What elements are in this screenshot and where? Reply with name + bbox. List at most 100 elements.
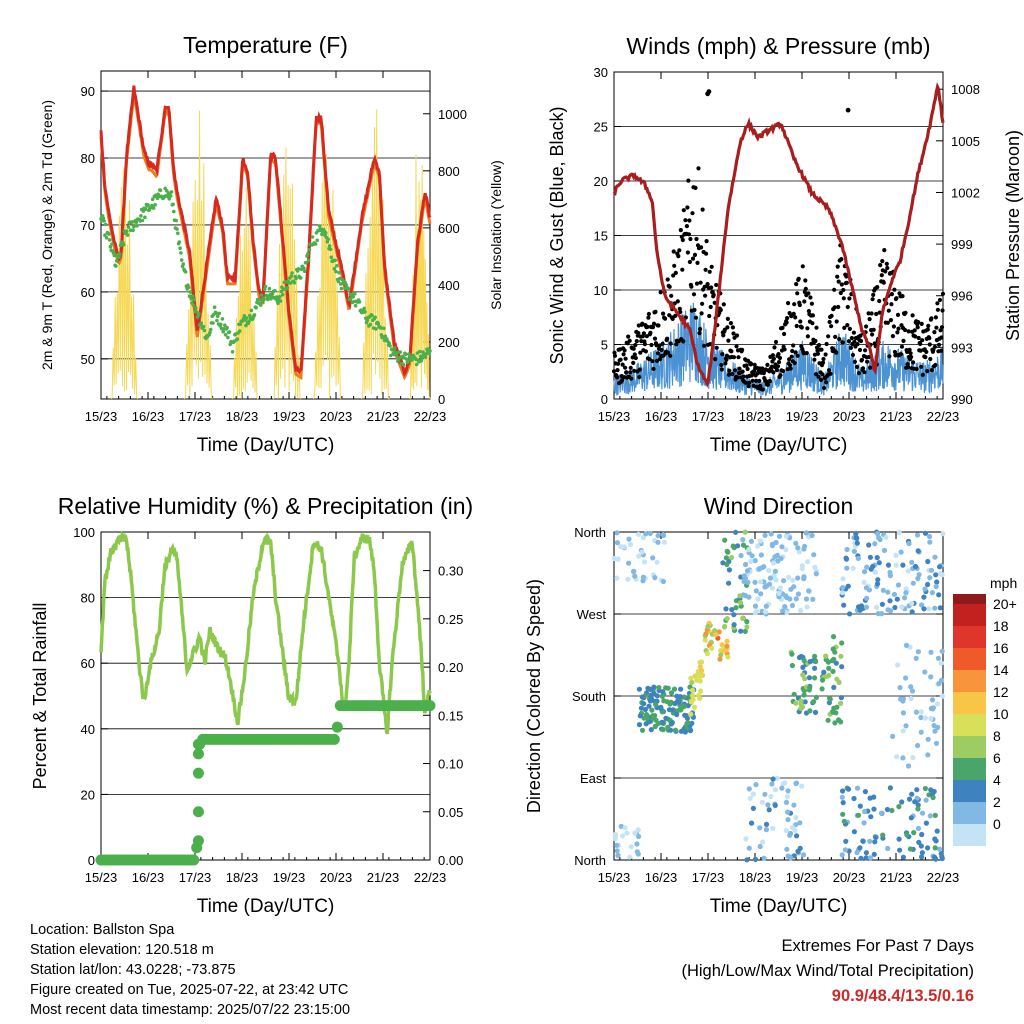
dir-point: [797, 820, 803, 826]
td-point: [168, 194, 173, 198]
dir-point: [674, 693, 680, 699]
gust-point: [918, 341, 923, 346]
td-point: [186, 285, 191, 290]
wind-y2tick-label: 1002: [951, 185, 980, 200]
dir-point: [614, 575, 620, 581]
gust-point: [940, 308, 945, 313]
dir-point: [903, 642, 910, 649]
dir-point: [640, 578, 646, 584]
gust-point: [707, 269, 712, 274]
legend-swatch: [953, 736, 986, 758]
gust-point: [683, 218, 688, 223]
dir-point: [724, 643, 730, 649]
rh-y2tick-label: 0.30: [438, 564, 463, 579]
td-point: [143, 215, 147, 220]
gust-point: [888, 318, 894, 323]
gust-point: [677, 306, 682, 311]
gust-point: [697, 331, 702, 336]
dir-point: [806, 675, 813, 681]
dir-point: [906, 796, 913, 802]
td-point: [266, 297, 270, 302]
dir-point: [747, 795, 753, 801]
gust-point: [827, 368, 832, 373]
td-point: [190, 294, 195, 298]
dir-point: [624, 830, 630, 836]
dir-point: [939, 853, 945, 860]
dir-point: [932, 812, 938, 819]
gust-point: [804, 351, 809, 356]
td-point: [278, 299, 283, 303]
dir-point: [932, 554, 938, 560]
gust-point: [806, 291, 811, 296]
gust-point: [915, 325, 920, 330]
dir-point: [650, 555, 656, 561]
dir-point: [933, 740, 940, 746]
gust-point: [750, 378, 755, 383]
dir-chart: Wind Direction Time (Day/UTC) 15/23 16/23 17…: [524, 493, 1017, 917]
dir-point: [839, 640, 845, 646]
gust-point: [799, 325, 804, 330]
gust-point: [771, 356, 777, 361]
dir-point: [807, 708, 813, 714]
td-point: [353, 303, 358, 308]
wind-y2tick-label: 990: [951, 392, 973, 407]
dir-point: [615, 852, 621, 859]
dir-point: [625, 576, 631, 582]
td-point: [194, 306, 198, 310]
gust-point: [920, 372, 925, 377]
dir-point: [630, 568, 637, 575]
td-point: [221, 329, 225, 334]
gust-point: [812, 357, 817, 362]
gust-point: [786, 301, 791, 306]
dir-point: [863, 850, 870, 856]
rh-xtick-label: 20/23: [320, 870, 353, 885]
gust-point: [795, 291, 800, 296]
dir-point: [731, 622, 737, 628]
temp-y2tick-label: 600: [438, 221, 460, 236]
gust-point: [919, 364, 924, 369]
gust-point: [793, 350, 798, 355]
dir-point: [758, 579, 764, 585]
td-point: [353, 292, 357, 296]
legend-label: 2: [993, 794, 1001, 810]
dir-point: [612, 833, 618, 839]
td-point: [177, 240, 182, 244]
gust-point: [935, 307, 941, 312]
gust-point: [689, 284, 694, 289]
gust-point: [700, 301, 705, 306]
dir-point: [742, 628, 748, 635]
gust-point: [832, 305, 837, 310]
td-point: [102, 219, 106, 223]
dir-point: [748, 558, 754, 565]
td-point: [187, 294, 192, 299]
td-point: [249, 308, 254, 313]
dir-point: [753, 588, 759, 594]
dir-point: [636, 722, 643, 728]
dir-point: [940, 531, 946, 537]
legend-swatch: [953, 670, 986, 692]
dir-point: [919, 602, 925, 608]
dir-point: [823, 653, 829, 659]
gust-point: [793, 315, 798, 320]
dir-point: [875, 577, 881, 583]
gust-point: [667, 284, 672, 289]
dir-point: [694, 677, 700, 683]
precip-point: [328, 733, 340, 745]
dir-point: [919, 854, 925, 860]
gust-point: [622, 375, 627, 380]
gust-point: [665, 277, 670, 282]
gust-point: [841, 296, 846, 301]
dir-point: [796, 654, 803, 661]
td-point: [227, 330, 232, 334]
gust-point: [829, 324, 834, 329]
dir-point: [745, 579, 751, 585]
gust-point: [928, 356, 933, 362]
dir-point: [900, 562, 906, 568]
wind-ytick-label: 10: [594, 283, 608, 298]
gust-point: [865, 359, 870, 364]
gust-point: [711, 292, 716, 297]
gust-point: [777, 355, 783, 361]
gust-point: [798, 319, 803, 324]
td-point: [324, 231, 328, 235]
gust-point: [875, 285, 880, 290]
